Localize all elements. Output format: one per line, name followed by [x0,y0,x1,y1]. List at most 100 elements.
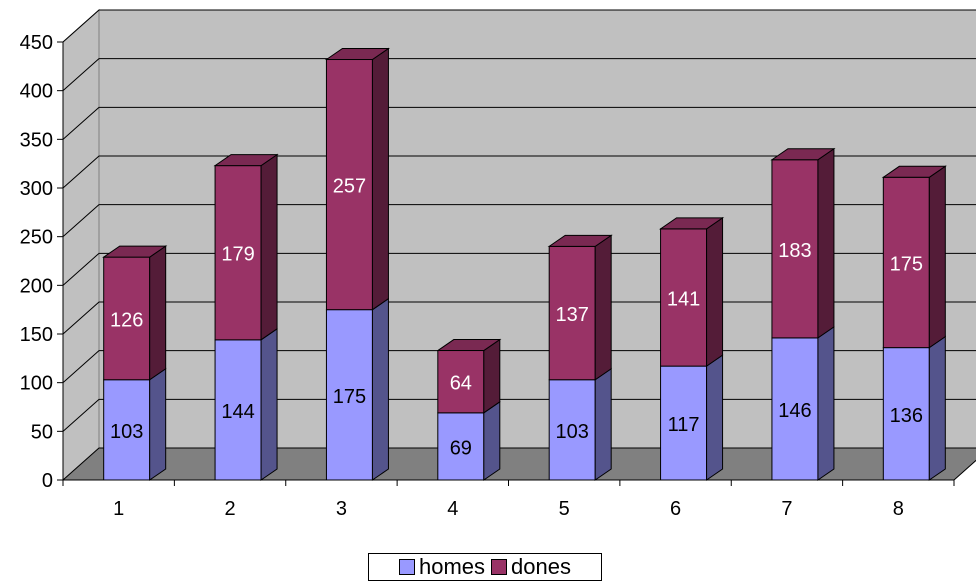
bar-front [325,309,373,481]
x-tick-label: 2 [225,498,236,520]
y-tick-label: 250 [20,227,53,249]
data-label-dones: 257 [333,176,366,198]
bar-front [660,365,708,481]
data-label-homes: 175 [333,386,366,408]
bar-front [882,347,930,481]
side-wall [62,8,100,482]
chart-floor [61,447,976,481]
bar-side [371,297,389,481]
data-label-dones: 183 [778,240,811,262]
bar-front [103,256,151,381]
data-label-dones: 175 [890,253,923,275]
gridline [62,9,976,43]
bar-front [771,337,819,481]
data-label-dones: 137 [556,304,589,326]
bar-front [103,379,151,481]
bar-top [658,217,725,230]
data-label-homes: 103 [110,421,143,443]
bar-dones-7 [770,147,836,339]
bar-dones-4 [436,338,502,414]
x-tick-label: 4 [447,498,458,520]
bar-dones-5 [547,234,613,381]
data-label-homes: 117 [668,414,700,436]
bar-dones-8 [881,165,947,349]
gridlines [62,9,976,432]
bar-side [483,338,501,414]
legend-entry-homes: homes [399,554,485,580]
bar-dones-6 [658,216,725,368]
gridline [62,106,976,140]
data-label-homes: 146 [778,400,811,422]
bar-dones-1 [102,245,168,381]
bar-side [371,47,389,311]
y-tick-label: 100 [20,373,53,395]
bars [102,47,947,481]
bar-front [437,412,485,481]
data-label-dones: 126 [110,309,143,331]
bar-top [436,339,502,352]
gridline [62,58,976,92]
bar-homes-3 [325,297,389,481]
x-tick-label: 7 [781,498,792,520]
gridline [62,204,976,238]
gridline [62,155,976,189]
legend-label-homes: homes [419,554,486,579]
bar-side [260,153,278,341]
legend-swatch-dones [491,559,508,575]
bar-top [547,234,613,247]
y-tick-label: 150 [20,324,53,346]
bar-homes-6 [660,354,724,481]
bar-front [437,350,485,414]
bar-dones-2 [213,153,279,341]
bar-front [325,59,373,311]
data-label-homes: 144 [221,401,254,423]
bar-side [817,325,835,481]
data-label-homes: 136 [890,405,923,427]
bar-homes-2 [214,327,278,481]
y-tick-label: 50 [31,421,53,443]
floor [61,447,976,481]
axes: 0 50 100 150 200 250 300 350 400 450 1 2 3 4 5 6 7 8 [20,32,955,520]
bar-top [102,245,168,258]
bar-side [817,147,835,339]
y-tick-label: 450 [20,32,53,54]
x-tick-label: 3 [336,498,347,520]
bar-side [706,354,724,481]
y-tick-label: 200 [20,275,53,297]
bar-side [928,335,946,481]
bar-front [882,176,930,349]
bar-top [324,48,391,61]
data-label-dones: 179 [221,244,254,266]
bar-side [706,216,724,368]
bar-side [483,400,501,481]
x-tick-label: 1 [113,498,124,520]
legend: homes dones [368,553,602,581]
bar-dones-3 [324,47,391,311]
bar-homes-8 [882,335,946,481]
bar-homes-7 [771,325,835,481]
data-label-homes: 69 [450,437,472,459]
y-tick-label: 350 [20,129,53,151]
chart-walls [62,8,976,482]
x-tick-label: 8 [893,498,904,520]
bar-side [928,165,946,349]
bar-side [149,245,167,381]
bar-top [213,154,279,167]
data-label-homes: 103 [556,421,589,443]
bar-front [771,159,819,339]
bar-homes-4 [437,400,501,481]
data-labels: 103 126 144 179 175 257 69 64 103 137 117 141 146 183… [110,176,923,460]
y-tick-label: 400 [20,81,53,103]
bar-homes-5 [548,367,612,481]
legend-label-dones: dones [511,554,571,579]
y-tick-label: 300 [20,178,53,200]
data-label-dones: 64 [450,373,472,395]
legend-swatch-homes [399,559,415,575]
bar-front [214,165,262,341]
bar-side [594,234,612,381]
bar-side [260,327,278,481]
x-tick-label: 5 [559,498,570,520]
bar-side [594,367,612,481]
bar-top [881,165,947,178]
